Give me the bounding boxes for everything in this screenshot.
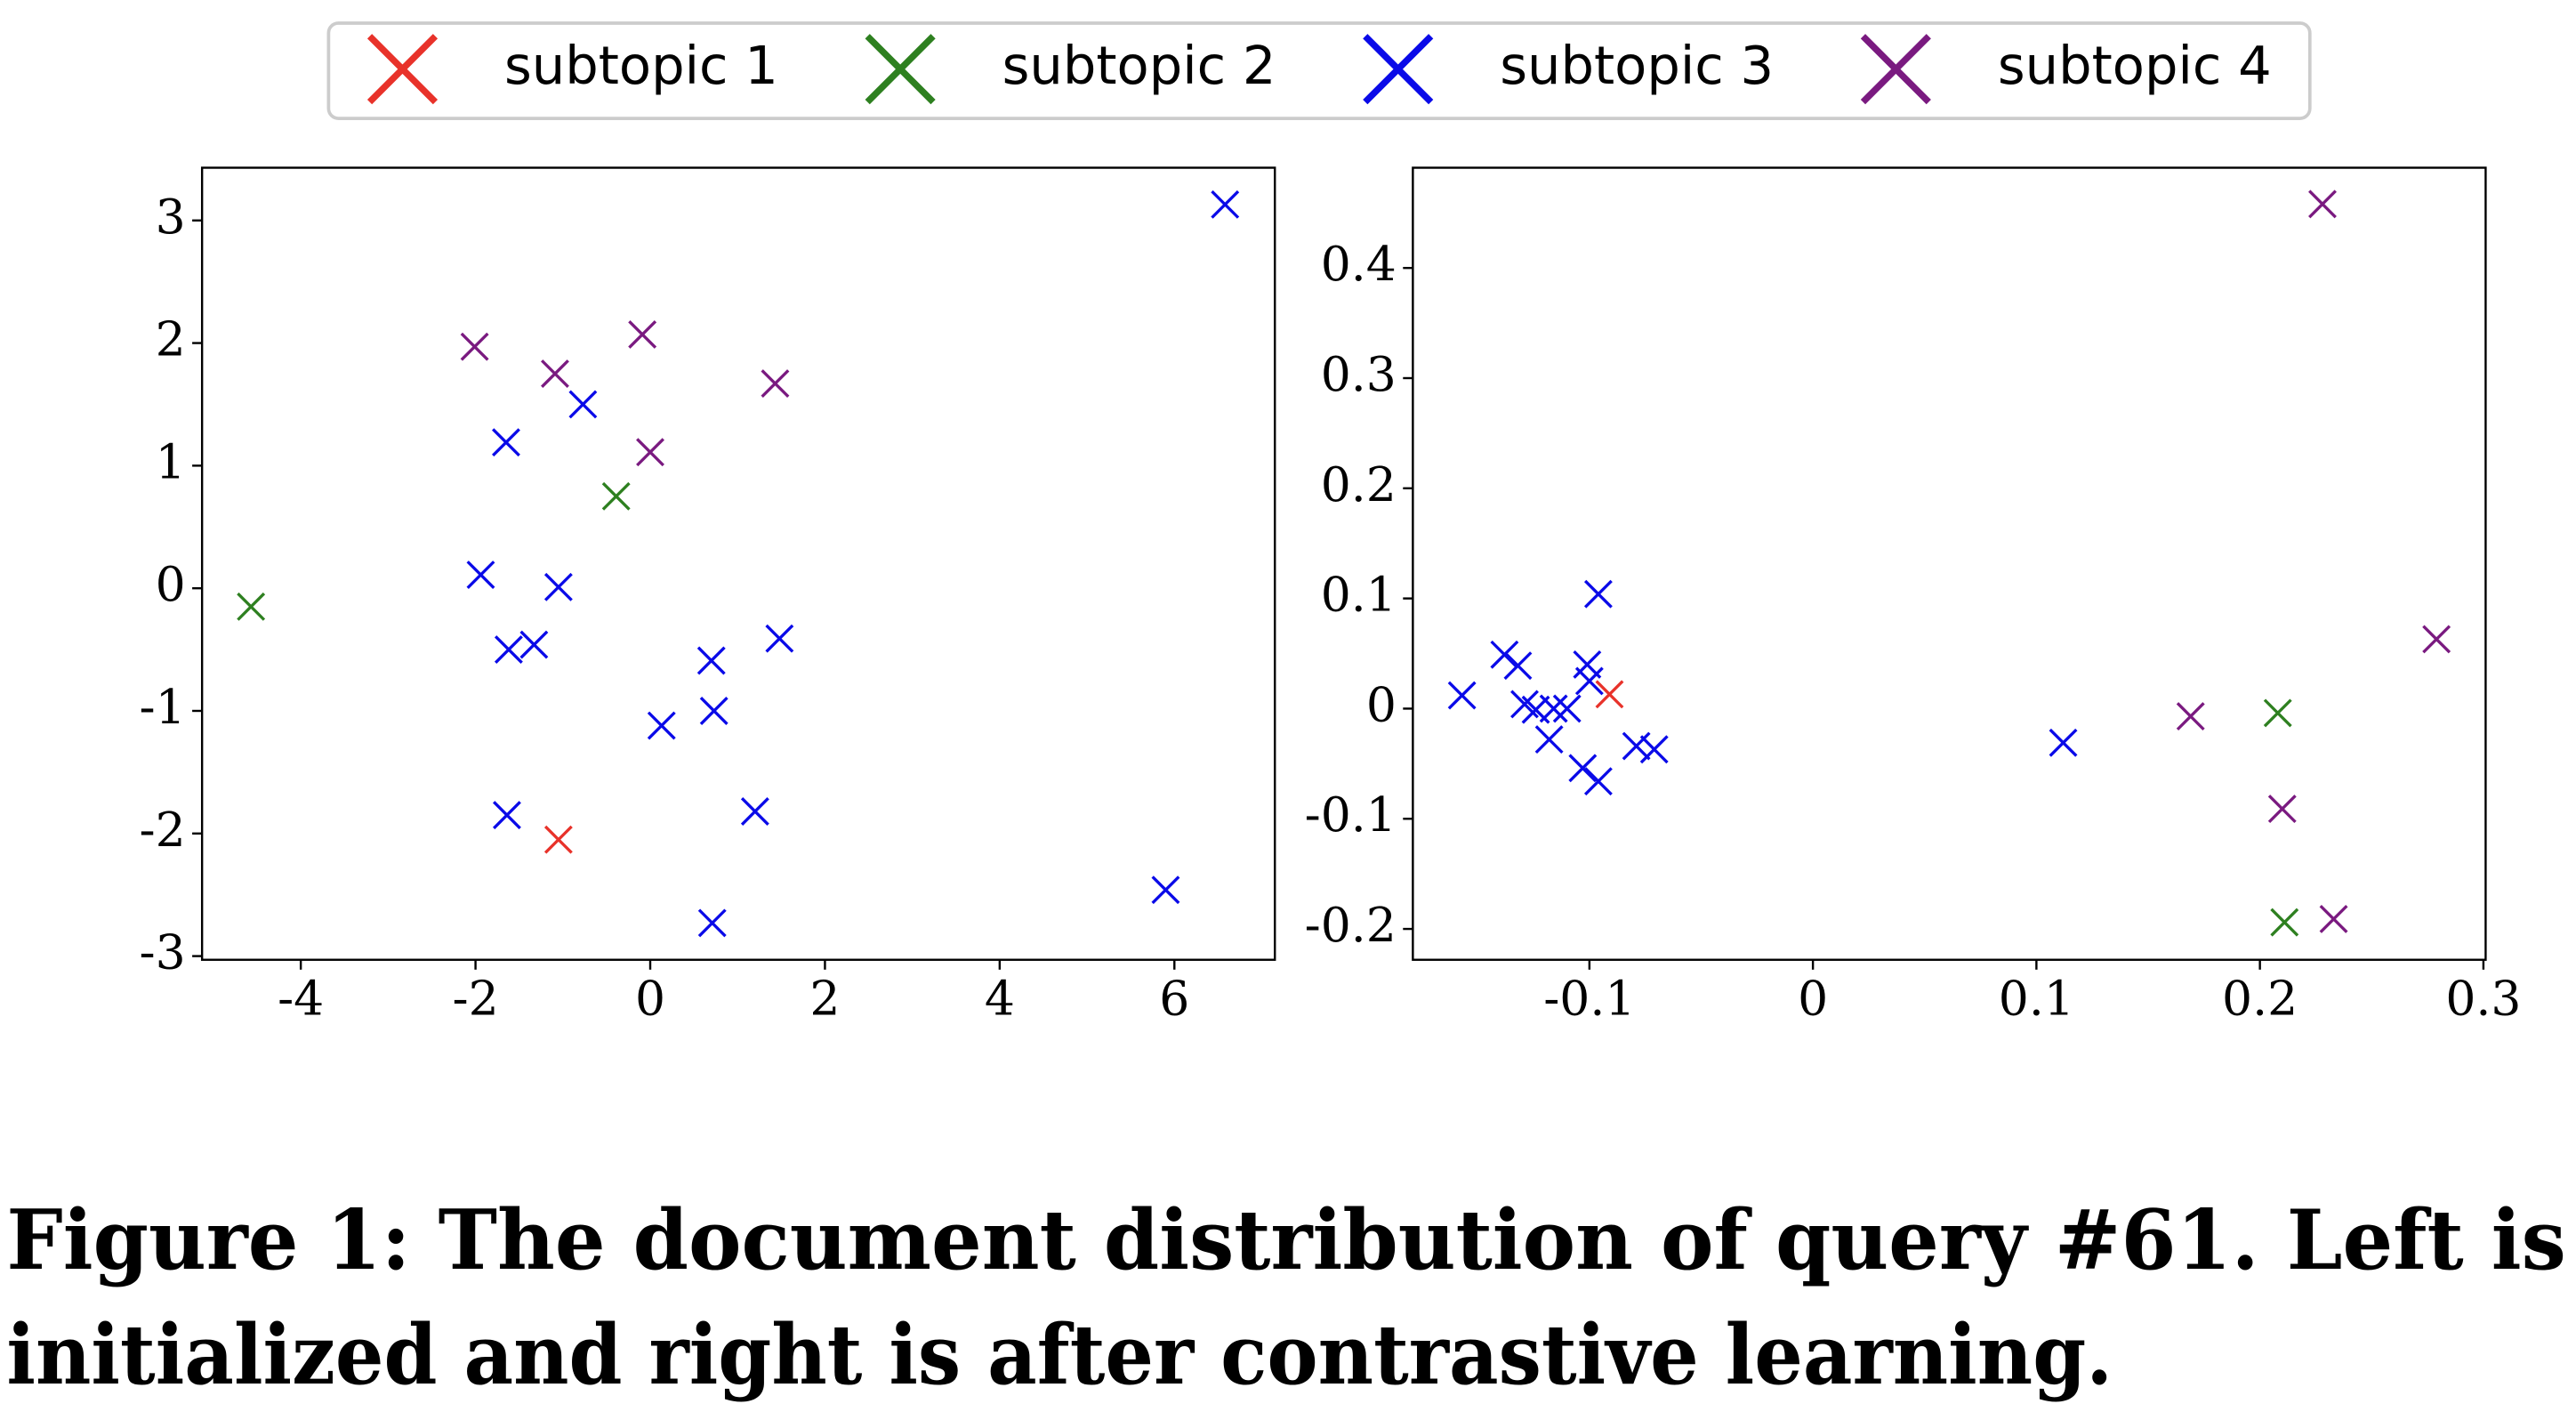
- legend-label: subtopic 4: [1998, 35, 2272, 96]
- point: [494, 635, 523, 665]
- x-tick-label: 0.3: [2445, 971, 2521, 1027]
- y-tick-label: 0: [156, 556, 186, 612]
- point: [1622, 731, 1651, 761]
- legend-marker: [865, 34, 936, 105]
- plot-frame: [1412, 166, 2487, 961]
- point: [636, 438, 664, 467]
- point: [2308, 190, 2337, 219]
- point: [568, 390, 598, 419]
- point: [543, 572, 573, 601]
- y-tick-label: 0: [1366, 676, 1397, 732]
- x-tick-label: -4: [278, 971, 324, 1027]
- y-tick-label: 0.1: [1321, 567, 1397, 623]
- point: [1534, 725, 1564, 754]
- point: [1639, 735, 1669, 764]
- point: [628, 319, 657, 349]
- plot-frame: [200, 166, 1276, 961]
- y-tick-label: 1: [156, 433, 186, 489]
- point: [2319, 904, 2348, 933]
- point: [2422, 625, 2451, 654]
- point: [519, 630, 549, 659]
- x-tick-label: 0: [1798, 971, 1828, 1027]
- x-tick-label: 6: [1159, 971, 1189, 1027]
- point: [1583, 579, 1613, 609]
- y-tick-label: 0.4: [1321, 236, 1397, 292]
- point: [765, 624, 794, 653]
- caption-line: initialized and right is after contrasti…: [6, 1306, 2113, 1403]
- legend-marker: [1363, 34, 1434, 105]
- y-tick-label: -0.1: [1305, 787, 1397, 843]
- point: [492, 801, 521, 830]
- y-tick-label: -1: [140, 679, 186, 735]
- point: [543, 825, 573, 854]
- caption-line: Figure 1: The document distribution of q…: [6, 1191, 2566, 1288]
- point: [492, 428, 520, 457]
- point: [466, 561, 495, 589]
- point: [1539, 694, 1568, 723]
- point: [1447, 681, 1477, 710]
- point: [1151, 875, 1180, 905]
- point: [2263, 698, 2292, 728]
- point: [1211, 190, 1240, 219]
- point: [1568, 754, 1598, 783]
- point: [696, 646, 726, 675]
- y-tick-label: 2: [156, 311, 186, 367]
- y-tick-label: -0.2: [1305, 897, 1397, 953]
- legend-marker: [1860, 34, 1931, 105]
- x-tick-label: -0.1: [1543, 971, 1635, 1027]
- point: [1503, 651, 1533, 681]
- point: [2049, 728, 2078, 757]
- legend-label: subtopic 2: [1002, 35, 1276, 96]
- point: [697, 908, 727, 938]
- point: [740, 797, 769, 826]
- point: [699, 697, 729, 725]
- point: [647, 711, 676, 740]
- legend-label: subtopic 1: [504, 35, 778, 96]
- point: [1595, 680, 1624, 709]
- y-tick-label: 3: [156, 189, 186, 245]
- x-tick-label: 0: [635, 971, 665, 1027]
- y-tick-label: 0.2: [1321, 456, 1397, 512]
- point: [1552, 694, 1582, 723]
- legend-label: subtopic 3: [1500, 35, 1774, 96]
- x-tick-label: 4: [985, 971, 1015, 1027]
- y-tick-label: 0.3: [1321, 346, 1397, 402]
- point: [541, 359, 569, 388]
- point: [2270, 908, 2299, 937]
- point: [1490, 640, 1519, 669]
- point: [1583, 767, 1613, 796]
- x-tick-label: -2: [452, 971, 498, 1027]
- point: [2267, 795, 2297, 824]
- x-tick-label: 0.2: [2222, 971, 2298, 1027]
- point: [761, 369, 790, 398]
- point: [237, 592, 266, 621]
- x-tick-label: 0.1: [1999, 971, 2074, 1027]
- point: [2176, 702, 2205, 731]
- point: [1574, 666, 1604, 696]
- legend-box: [326, 21, 2312, 120]
- point: [601, 481, 631, 511]
- legend-marker: [366, 34, 439, 105]
- y-tick-label: -2: [140, 802, 186, 858]
- x-tick-label: 2: [809, 971, 840, 1027]
- point: [460, 332, 489, 361]
- y-tick-label: -3: [140, 924, 186, 980]
